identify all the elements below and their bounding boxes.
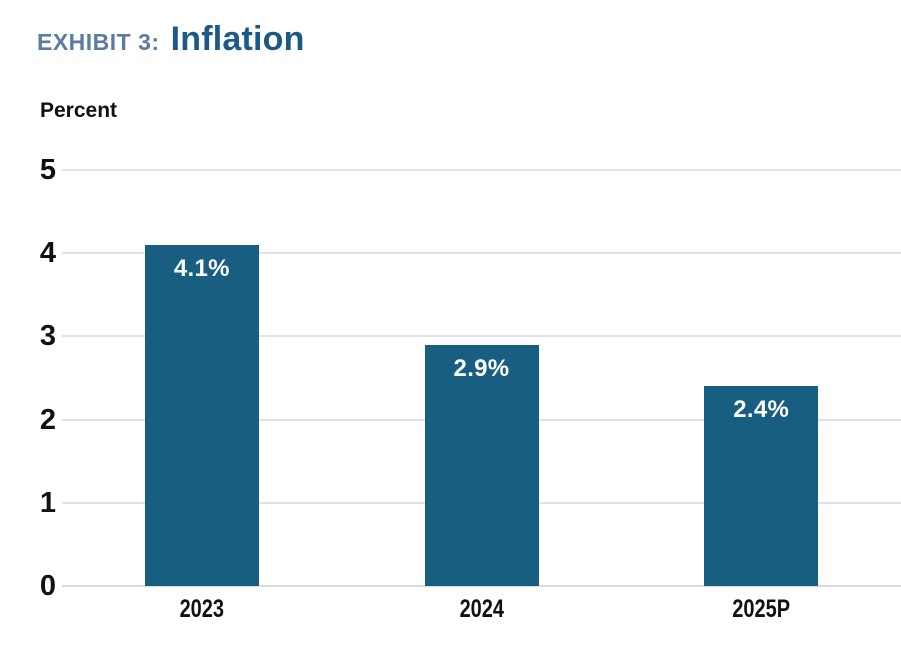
bar-2025P: 2.4%: [704, 386, 819, 586]
gridline: [62, 585, 901, 587]
x-tick-label: 2023: [179, 595, 225, 623]
gridline: [62, 169, 901, 171]
y-tick-label: 5: [39, 154, 56, 186]
bar-value-label: 2.9%: [453, 354, 510, 382]
y-tick-label: 2: [39, 403, 56, 436]
exhibit-title: EXHIBIT 3: Inflation: [37, 20, 305, 59]
y-tick-label: 0: [39, 570, 56, 602]
page-title: Inflation: [170, 20, 305, 58]
y-tick-label: 4: [39, 237, 56, 270]
x-tick-label: 2024: [459, 595, 504, 623]
plot-area: 4.1% 2.9% 2.4%: [62, 169, 901, 587]
gridline: [62, 335, 901, 338]
y-tick-label: 1: [39, 486, 56, 519]
bar-2023: 4.1%: [144, 244, 259, 586]
bar-2024: 2.9%: [424, 344, 539, 586]
y-tick-label: 3: [39, 320, 56, 353]
exhibit-label: EXHIBIT 3:: [37, 29, 160, 55]
gridline: [62, 252, 901, 255]
x-tick-label: 2025P: [732, 595, 791, 623]
bar-value-label: 2.4%: [733, 396, 790, 424]
bar-value-label: 4.1%: [173, 254, 230, 282]
y-axis-unit-label: Percent: [40, 99, 118, 122]
